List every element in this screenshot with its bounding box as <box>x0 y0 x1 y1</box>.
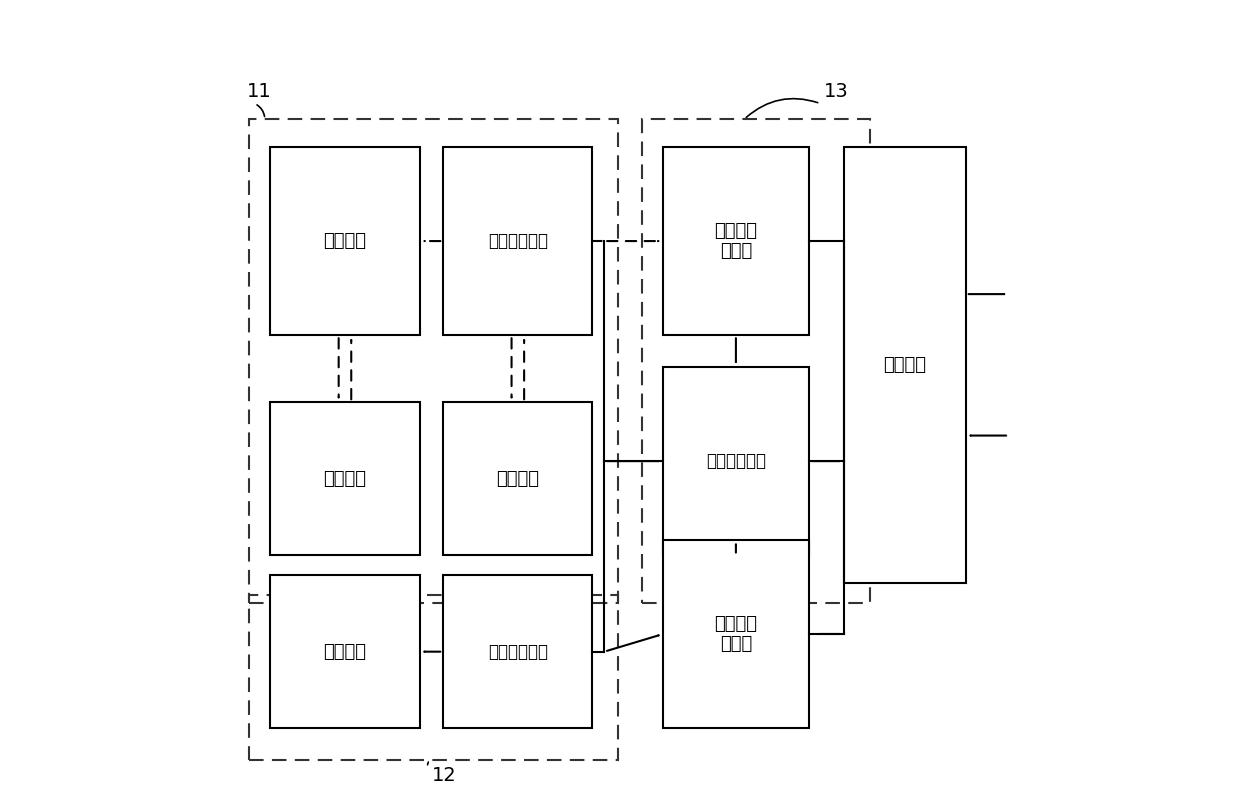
Text: 发射光学系统: 发射光学系统 <box>487 232 548 250</box>
Text: 信号光源: 信号光源 <box>324 469 367 488</box>
Text: 12: 12 <box>432 766 456 785</box>
Bar <box>663 147 808 335</box>
Bar <box>270 402 419 555</box>
Text: 光学天线: 光学天线 <box>883 356 926 374</box>
Bar <box>270 147 419 335</box>
Bar <box>270 575 419 728</box>
Text: 光调制器: 光调制器 <box>324 232 367 250</box>
Bar <box>249 595 619 760</box>
Text: 光解调器: 光解调器 <box>324 643 367 660</box>
Text: 13: 13 <box>825 82 849 101</box>
Text: 11: 11 <box>247 82 272 101</box>
Bar <box>663 367 808 555</box>
Bar <box>443 147 593 335</box>
Bar <box>663 540 808 728</box>
Text: 瞄准控制系统: 瞄准控制系统 <box>706 452 766 470</box>
Bar <box>443 575 593 728</box>
Bar <box>249 119 619 603</box>
Bar <box>642 119 870 603</box>
Text: 信标光源: 信标光源 <box>496 469 539 488</box>
Bar <box>844 147 966 583</box>
Bar <box>443 402 593 555</box>
Text: 接收光学系统: 接收光学系统 <box>487 643 548 660</box>
Text: 第二信号
处理器: 第二信号 处理器 <box>714 615 758 653</box>
Text: 第一信号
处理器: 第一信号 处理器 <box>714 222 758 260</box>
